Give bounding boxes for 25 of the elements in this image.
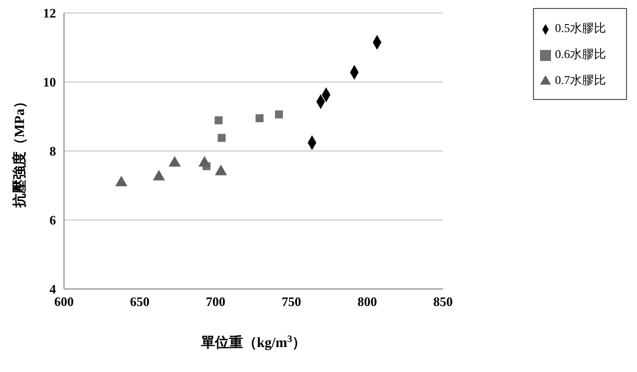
x-axis-title: 單位重（kg/m$^{3}$） bbox=[200, 334, 306, 351]
point bbox=[214, 116, 223, 124]
x-tick-label: 750 bbox=[282, 294, 302, 310]
legend-label: 0.6水膠比 bbox=[555, 47, 606, 61]
point bbox=[152, 170, 165, 180]
point bbox=[256, 114, 264, 122]
y-tick-label: 4 bbox=[50, 282, 56, 297]
x-tick-label: 650 bbox=[130, 294, 150, 310]
point bbox=[198, 156, 211, 167]
y-tick-label: 6 bbox=[50, 212, 56, 228]
point bbox=[168, 156, 181, 167]
x-tick-label: 600 bbox=[54, 294, 74, 310]
x-tick-label: 800 bbox=[357, 294, 377, 310]
point bbox=[214, 164, 227, 176]
x-tick-label: 700 bbox=[206, 294, 226, 310]
y-axis-title: 抗壓強度（MPa） bbox=[11, 94, 28, 208]
y-tick-label: 12 bbox=[43, 6, 56, 21]
y-tick-label: 8 bbox=[50, 144, 56, 159]
y-tick-label: 10 bbox=[43, 74, 56, 90]
x-tick-label: 850 bbox=[433, 294, 453, 310]
legend-label: 0.7水膠比 bbox=[555, 73, 606, 87]
point bbox=[274, 110, 283, 118]
point bbox=[115, 176, 128, 186]
point bbox=[218, 134, 226, 142]
legend-label: 0.5水膠比 bbox=[555, 21, 606, 35]
